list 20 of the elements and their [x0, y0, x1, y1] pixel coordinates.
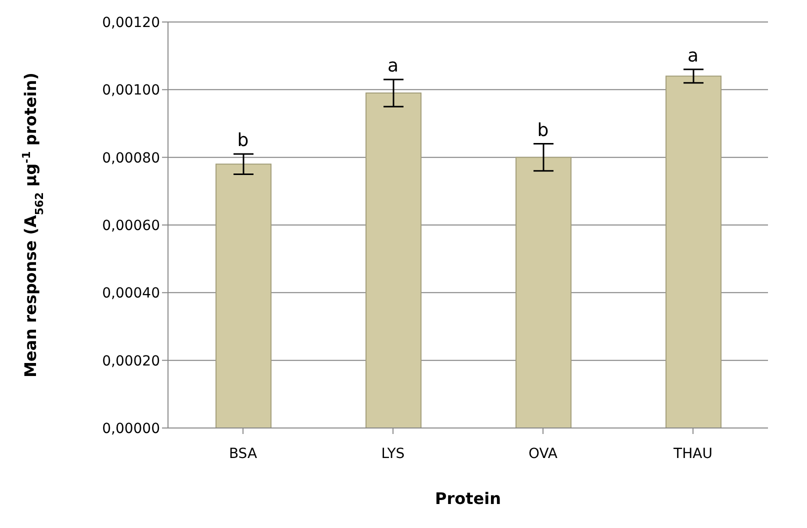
- x-tick-label: BSA: [228, 446, 258, 462]
- y-tick-label: 0,00120: [102, 14, 160, 31]
- annotation: b: [237, 130, 249, 151]
- bar: [366, 92, 422, 428]
- x-tick-label: LYS: [381, 446, 405, 462]
- y-tick-label: 0,00000: [102, 420, 160, 437]
- y-tick-label: 0,00040: [102, 286, 160, 302]
- x-axis-title: Protein: [435, 489, 501, 508]
- y-tick-label: 0,00080: [102, 150, 160, 166]
- annotation: a: [387, 56, 399, 77]
- x-tick-label: OVA: [528, 446, 558, 462]
- bar: [666, 76, 722, 428]
- y-tick-label: 0,00020: [102, 353, 160, 370]
- y-tick-label: 0,00060: [102, 218, 160, 234]
- bar: [516, 156, 572, 428]
- bar: [216, 164, 272, 428]
- y-tick-label: 0,00100: [102, 82, 160, 99]
- annotation: b: [537, 120, 549, 141]
- annotation: a: [687, 45, 699, 66]
- x-tick-label: THAU: [672, 446, 712, 462]
